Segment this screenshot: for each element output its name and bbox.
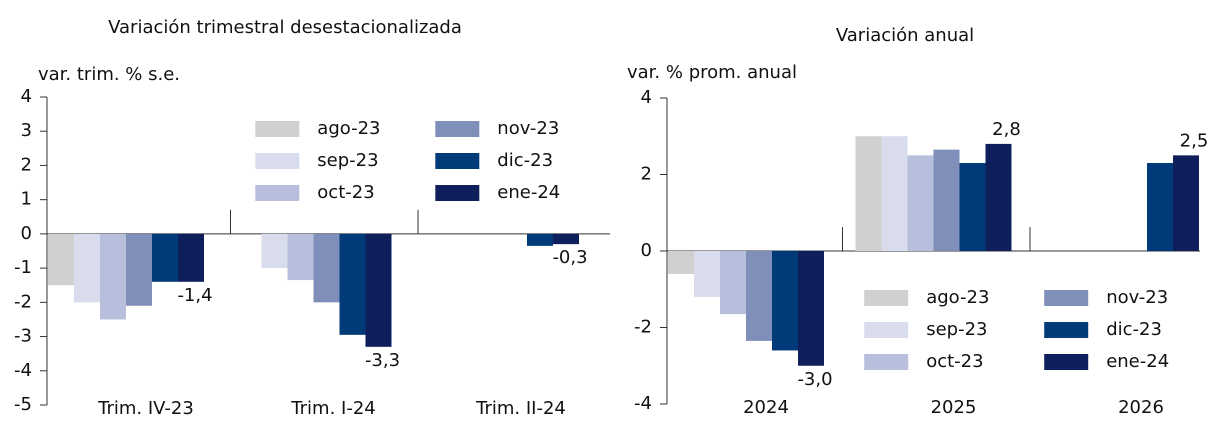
legend-label: ene-24 [497, 182, 560, 203]
bar [527, 233, 553, 246]
y-tick-label: -2 [634, 317, 652, 338]
bar [126, 233, 152, 306]
legend-swatch [864, 354, 909, 370]
bar [339, 233, 366, 335]
bar [287, 233, 314, 281]
value-label: -3,3 [365, 350, 400, 371]
legend-swatch [864, 290, 909, 306]
bar [855, 136, 882, 251]
y-tick-label: -4 [14, 360, 32, 381]
bar [881, 136, 908, 251]
legend-label: dic-23 [1106, 319, 1162, 340]
legend-label: oct-23 [317, 182, 374, 203]
legend-label: nov-23 [497, 118, 559, 139]
x-tick-label: Trim. II-24 [475, 398, 566, 419]
x-tick-label: 2026 [1118, 397, 1164, 418]
legend-swatch [435, 153, 480, 169]
bar [959, 163, 986, 251]
legend-label: oct-23 [926, 351, 983, 372]
bar [1147, 163, 1173, 251]
x-tick-label: 2024 [743, 397, 789, 418]
bar [553, 233, 579, 245]
chart-title: Variación trimestral desestacionalizada [108, 17, 462, 38]
y-axis-label: var. % prom. anual [627, 62, 797, 83]
value-label: -1,4 [177, 285, 212, 306]
y-tick-label: 4 [641, 87, 652, 108]
x-tick-label: Trim. IV-23 [97, 398, 194, 419]
bar [152, 233, 178, 282]
bar [100, 233, 126, 320]
bar [74, 233, 100, 303]
y-tick-label: 0 [641, 240, 652, 261]
y-tick-label: 2 [641, 164, 652, 185]
legend-label: ago-23 [926, 287, 989, 308]
legend-label: dic-23 [497, 150, 553, 171]
bar [985, 143, 1012, 251]
value-label: -0,3 [552, 247, 587, 268]
bar [694, 251, 720, 297]
legend-swatch [255, 185, 300, 201]
y-tick-label: 4 [21, 86, 32, 107]
y-axis-label: var. trim. % s.e. [38, 64, 180, 85]
legend-label: ago-23 [317, 118, 380, 139]
legend-label: sep-23 [926, 319, 987, 340]
legend-label: sep-23 [317, 150, 378, 171]
y-tick-label: 3 [21, 120, 32, 141]
y-tick-label: -3 [14, 326, 32, 347]
y-tick-label: 2 [21, 154, 32, 175]
legend-swatch [255, 121, 300, 137]
x-tick-label: Trim. I-24 [290, 398, 375, 419]
y-tick-label: 0 [21, 223, 32, 244]
bar [313, 233, 340, 303]
value-label: -3,0 [797, 369, 832, 390]
bar [720, 251, 746, 315]
bar [48, 233, 74, 286]
y-tick-label: -5 [14, 394, 32, 415]
legend-label: ene-24 [1106, 351, 1169, 372]
legend-swatch [864, 322, 909, 338]
legend-swatch [255, 153, 300, 169]
bar [178, 233, 204, 282]
bar [772, 251, 798, 351]
y-tick-label: 1 [21, 189, 32, 210]
bar [933, 149, 960, 251]
legend-swatch [435, 121, 480, 137]
chart-title: Variación anual [836, 25, 974, 46]
bar [746, 251, 772, 341]
bar [668, 251, 694, 274]
legend-swatch [1044, 322, 1089, 338]
legend-swatch [1044, 354, 1089, 370]
bar [365, 233, 392, 347]
value-label: 2,5 [1180, 130, 1209, 151]
value-label: 2,8 [992, 119, 1021, 140]
x-tick-label: 2025 [931, 397, 977, 418]
bar [261, 233, 288, 269]
legend-swatch [435, 185, 480, 201]
legend-label: nov-23 [1106, 287, 1168, 308]
bar [1173, 155, 1199, 251]
bar [798, 251, 824, 366]
legend-swatch [1044, 290, 1089, 306]
y-tick-label: -4 [634, 393, 652, 414]
y-tick-label: -2 [14, 291, 32, 312]
bar [907, 155, 934, 251]
y-tick-label: -1 [14, 257, 32, 278]
